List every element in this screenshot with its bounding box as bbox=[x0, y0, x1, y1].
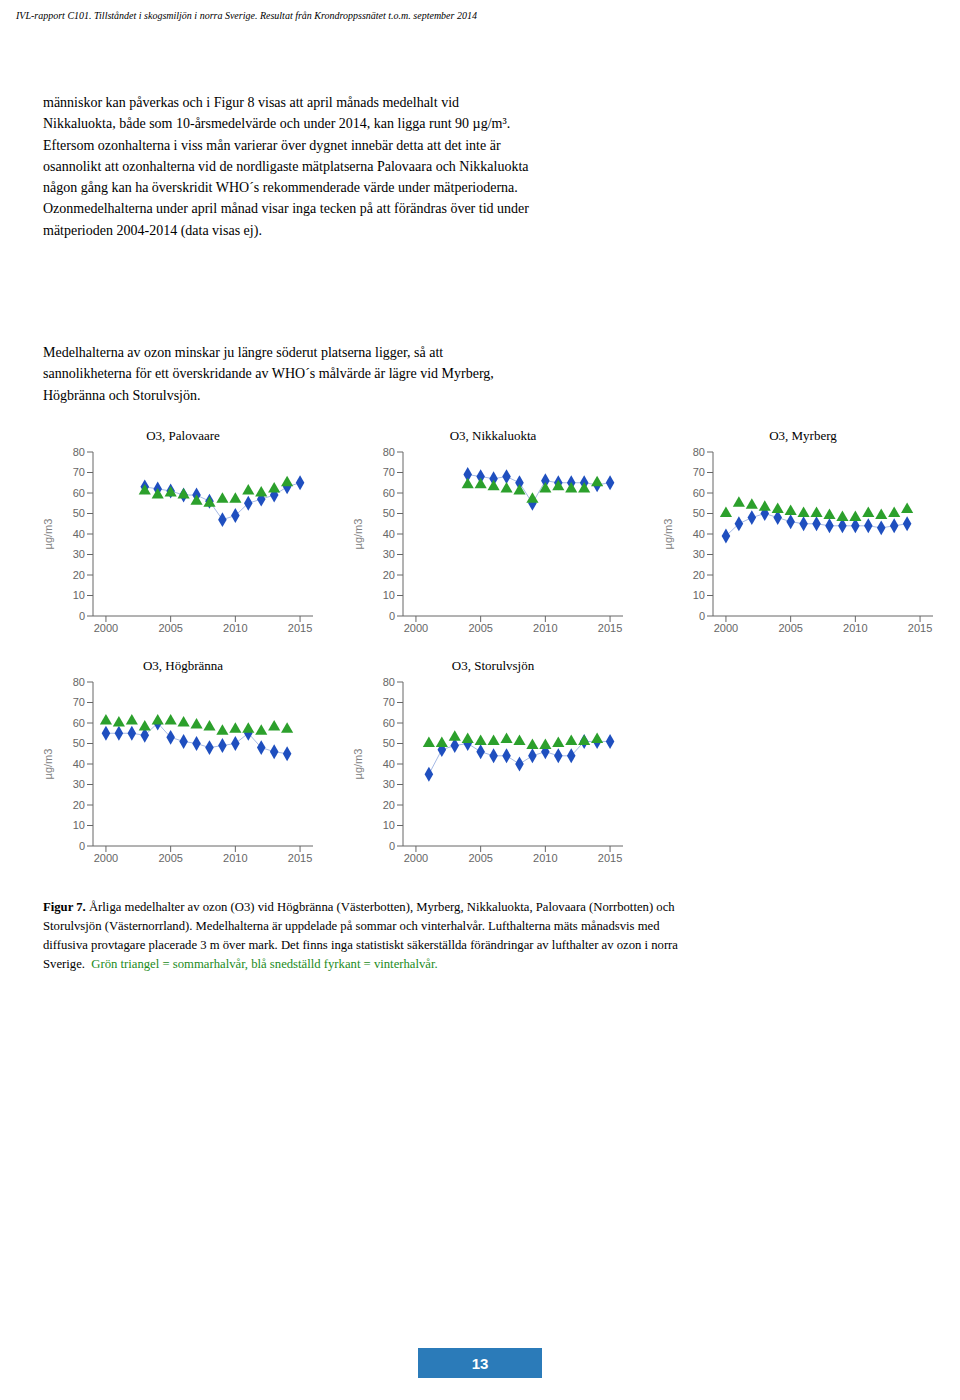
svg-text:70: 70 bbox=[73, 696, 85, 708]
svg-text:10: 10 bbox=[383, 589, 395, 601]
svg-text:2005: 2005 bbox=[468, 622, 492, 634]
svg-text:70: 70 bbox=[73, 466, 85, 478]
svg-text:40: 40 bbox=[383, 528, 395, 540]
svg-text:2010: 2010 bbox=[843, 622, 867, 634]
html-text:O3, Högbränna: O3, Högbränna bbox=[142, 658, 224, 673]
svg-text:0: 0 bbox=[699, 610, 705, 622]
svg-text:µg/m3: µg/m3 bbox=[352, 519, 364, 550]
svg-text:60: 60 bbox=[693, 487, 705, 499]
svg-text:0: 0 bbox=[79, 840, 85, 852]
html-text:13: 13 bbox=[471, 1354, 489, 1372]
svg-text:40: 40 bbox=[73, 528, 85, 540]
svg-text:10: 10 bbox=[693, 589, 705, 601]
svg-text:10: 10 bbox=[73, 819, 85, 831]
svg-text:20: 20 bbox=[73, 569, 85, 581]
svg-text:2010: 2010 bbox=[533, 622, 557, 634]
svg-text:50: 50 bbox=[73, 507, 85, 519]
html-text:Figur 7. Årliga medelhalter av: Figur 7. Årliga medelhalter av ozon (O3)… bbox=[43, 900, 678, 972]
svg-text:2010: 2010 bbox=[533, 852, 557, 864]
svg-text:2000: 2000 bbox=[404, 622, 428, 634]
svg-text:20: 20 bbox=[383, 799, 395, 811]
svg-text:2005: 2005 bbox=[778, 622, 802, 634]
svg-text:70: 70 bbox=[693, 466, 705, 478]
svg-text:80: 80 bbox=[693, 446, 705, 458]
svg-text:2015: 2015 bbox=[288, 852, 312, 864]
svg-text:80: 80 bbox=[383, 676, 395, 688]
svg-text:µg/m3: µg/m3 bbox=[662, 519, 674, 550]
html-text:O3, Nikkaluokta: O3, Nikkaluokta bbox=[449, 428, 537, 443]
svg-text:µg/m3: µg/m3 bbox=[42, 519, 54, 550]
svg-text:20: 20 bbox=[383, 569, 395, 581]
svg-text:2005: 2005 bbox=[158, 852, 182, 864]
svg-text:70: 70 bbox=[383, 696, 395, 708]
svg-text:10: 10 bbox=[73, 589, 85, 601]
svg-text:60: 60 bbox=[383, 717, 395, 729]
html-text:Medelhalterna av ozon minskar: Medelhalterna av ozon minskar ju längre … bbox=[43, 345, 494, 403]
html-text:O3, Myrberg: O3, Myrberg bbox=[769, 428, 837, 443]
svg-text:60: 60 bbox=[73, 487, 85, 499]
html-text:O3, Palovaare: O3, Palovaare bbox=[146, 428, 220, 443]
html-text:O3, Storulvsjön: O3, Storulvsjön bbox=[451, 658, 535, 673]
svg-text:30: 30 bbox=[383, 548, 395, 560]
svg-text:50: 50 bbox=[383, 737, 395, 749]
svg-text:80: 80 bbox=[73, 676, 85, 688]
svg-text:µg/m3: µg/m3 bbox=[352, 749, 364, 780]
svg-text:2010: 2010 bbox=[223, 622, 247, 634]
svg-text:40: 40 bbox=[693, 528, 705, 540]
svg-text:µg/m3: µg/m3 bbox=[42, 749, 54, 780]
svg-text:30: 30 bbox=[383, 778, 395, 790]
html-text:människor kan påverkas och i F: människor kan påverkas och i Figur 8 vis… bbox=[43, 95, 529, 238]
svg-text:2005: 2005 bbox=[468, 852, 492, 864]
svg-text:2015: 2015 bbox=[598, 622, 622, 634]
svg-text:0: 0 bbox=[389, 610, 395, 622]
svg-text:0: 0 bbox=[389, 840, 395, 852]
svg-text:50: 50 bbox=[693, 507, 705, 519]
svg-text:40: 40 bbox=[383, 758, 395, 770]
svg-text:10: 10 bbox=[383, 819, 395, 831]
svg-text:50: 50 bbox=[383, 507, 395, 519]
svg-text:60: 60 bbox=[383, 487, 395, 499]
svg-text:2015: 2015 bbox=[598, 852, 622, 864]
svg-text:2000: 2000 bbox=[714, 622, 738, 634]
svg-text:2000: 2000 bbox=[404, 852, 428, 864]
svg-text:0: 0 bbox=[79, 610, 85, 622]
svg-text:80: 80 bbox=[383, 446, 395, 458]
svg-text:40: 40 bbox=[73, 758, 85, 770]
svg-text:20: 20 bbox=[693, 569, 705, 581]
svg-text:70: 70 bbox=[383, 466, 395, 478]
svg-text:30: 30 bbox=[73, 778, 85, 790]
svg-text:2015: 2015 bbox=[908, 622, 932, 634]
svg-text:30: 30 bbox=[73, 548, 85, 560]
svg-text:80: 80 bbox=[73, 446, 85, 458]
svg-text:2000: 2000 bbox=[94, 622, 118, 634]
html-text:IVL-rapport C101. Tillståndet: IVL-rapport C101. Tillståndet i skogsmil… bbox=[16, 10, 477, 21]
svg-text:2010: 2010 bbox=[223, 852, 247, 864]
svg-text:50: 50 bbox=[73, 737, 85, 749]
svg-text:2015: 2015 bbox=[288, 622, 312, 634]
svg-text:30: 30 bbox=[693, 548, 705, 560]
svg-text:60: 60 bbox=[73, 717, 85, 729]
svg-text:2005: 2005 bbox=[158, 622, 182, 634]
svg-text:20: 20 bbox=[73, 799, 85, 811]
svg-text:2000: 2000 bbox=[94, 852, 118, 864]
